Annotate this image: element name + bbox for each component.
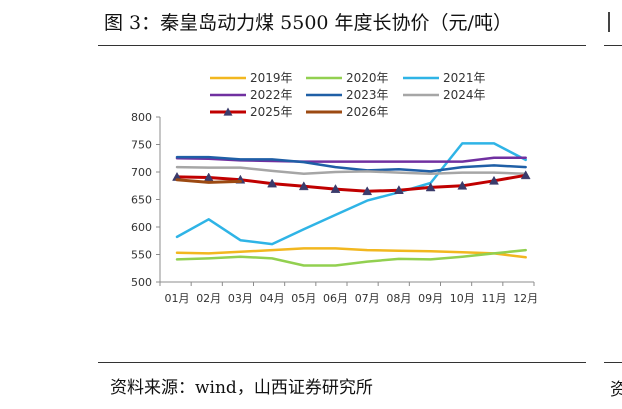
legend-label: 2024年 bbox=[443, 88, 486, 102]
chart-series bbox=[172, 142, 531, 267]
series-line-6 bbox=[175, 173, 528, 193]
series-point-6 bbox=[457, 180, 468, 190]
y-tick-label: 650 bbox=[131, 194, 152, 207]
source-note: 资料来源：wind，山西证券研究所 bbox=[110, 378, 373, 398]
x-tick-label: 04月 bbox=[260, 292, 285, 305]
x-tick-label: 11月 bbox=[482, 292, 507, 305]
top-divider bbox=[98, 45, 586, 46]
series-point-6 bbox=[520, 170, 531, 180]
legend-label: 2022年 bbox=[250, 88, 293, 102]
y-tick-label: 500 bbox=[131, 276, 152, 289]
y-tick-label: 750 bbox=[131, 139, 152, 152]
y-tick-label: 550 bbox=[131, 249, 152, 262]
adjacent-figure-rule-bottom bbox=[604, 362, 622, 363]
legend-label: 2021年 bbox=[443, 71, 486, 85]
x-tick-label: 08月 bbox=[386, 292, 411, 305]
series-point-6 bbox=[330, 184, 341, 193]
series-line-0 bbox=[175, 247, 527, 259]
series-point-6 bbox=[393, 185, 404, 194]
series-point-6 bbox=[425, 182, 436, 192]
x-tick-label: 02月 bbox=[196, 292, 221, 305]
x-tick-label: 03月 bbox=[228, 292, 253, 305]
bottom-divider bbox=[98, 362, 586, 363]
legend-label: 2023年 bbox=[346, 88, 389, 102]
series-line-4 bbox=[175, 155, 527, 173]
y-tick-label: 700 bbox=[131, 166, 152, 179]
chart-legend: 2019年 2020年 2021年 2022年 2023年 2024年 2025年 2026年 bbox=[210, 71, 486, 119]
x-tick-label: 01月 bbox=[165, 292, 190, 305]
x-tick-label: 12月 bbox=[513, 292, 538, 305]
legend-marker bbox=[223, 107, 233, 116]
series-point-6 bbox=[267, 178, 278, 188]
x-tick-label: 06月 bbox=[323, 292, 348, 305]
legend-label: 2019年 bbox=[250, 71, 293, 85]
legend-label: 2020年 bbox=[346, 71, 389, 85]
series-line-5 bbox=[175, 165, 527, 175]
adjacent-source-fragment: 资 bbox=[610, 380, 622, 400]
y-tick-label: 800 bbox=[131, 111, 152, 124]
figure-title: 图 3：秦皇岛动力煤 5500 年度长协价（元/吨） bbox=[104, 12, 512, 34]
x-tick-label: 09月 bbox=[418, 292, 443, 305]
series-point-6 bbox=[489, 175, 499, 185]
series-line-7 bbox=[175, 178, 242, 184]
series-point-6 bbox=[298, 181, 309, 191]
series-line-1 bbox=[175, 248, 527, 267]
x-tick-label: 10月 bbox=[450, 292, 475, 305]
x-tick-label: 05月 bbox=[291, 292, 316, 305]
y-tick-label: 600 bbox=[131, 221, 152, 234]
series-line-2 bbox=[175, 142, 527, 246]
x-tick-label: 07月 bbox=[355, 292, 380, 305]
chart-axes: 500 550 600 650 700 750 800 01月 02月 03月 04月 05月 06月 0… bbox=[131, 111, 538, 305]
series-point-6 bbox=[362, 186, 373, 196]
adjacent-figure-rule-top bbox=[604, 45, 622, 46]
legend-label: 2026年 bbox=[346, 105, 389, 119]
legend-label: 2025年 bbox=[250, 105, 293, 119]
adjacent-figure-edge bbox=[608, 12, 620, 32]
